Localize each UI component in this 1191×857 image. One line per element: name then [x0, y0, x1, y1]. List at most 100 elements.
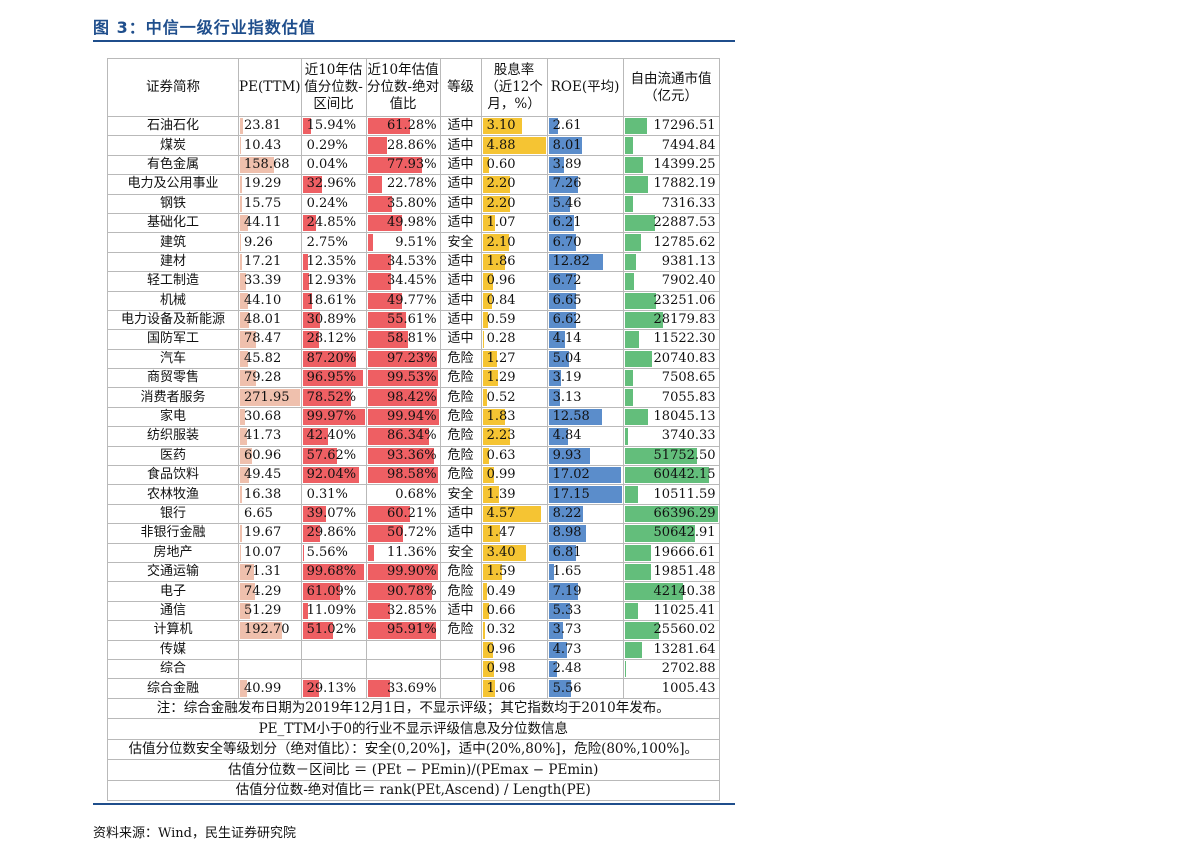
- abs-pct-cell: 49.98%: [365, 212, 441, 234]
- level-cell: 安全: [439, 484, 482, 505]
- roe-cell-bar: [548, 234, 576, 251]
- industry-name: 医药: [107, 445, 239, 467]
- table-row: 建材 17.21 12.35% 34.53% 适中 1.86 12.82 9381.13: [107, 251, 720, 273]
- mcap-cell: 60442.15: [622, 465, 720, 486]
- abs-pct-cell-value: 99.90%: [386, 564, 437, 580]
- range-pct-cell: 0.24%: [300, 193, 367, 214]
- dividend-cell-value: 0.96: [486, 641, 516, 657]
- table-row: 农林牧渔 16.38 0.31% 0.68% 安全 1.39 17.15 10511.59: [107, 484, 720, 505]
- table-row: 医药 60.96 57.62% 93.36% 危险 0.63 9.93 51752.50: [107, 445, 720, 467]
- mcap-cell: 9381.13: [622, 251, 720, 273]
- abs-pct-cell-value: 58.81%: [386, 331, 437, 347]
- pe-cell: 78.47: [238, 329, 302, 350]
- range-pct-cell-bar: [302, 253, 309, 271]
- dividend-cell-bar: [482, 234, 509, 251]
- abs-pct-cell-bar: [367, 118, 411, 135]
- table-row: 汽车 45.82 87.20% 97.23% 危险 1.27 5.04 20740.83: [107, 348, 720, 370]
- header-dividend: 股息率（近12个月，%）: [480, 58, 548, 117]
- header-pe: PE(TTM): [238, 58, 302, 117]
- dividend-cell-value: 2.23: [486, 428, 516, 444]
- range-pct-cell-value: 15.94%: [306, 118, 357, 134]
- dividend-cell: 0.28: [480, 329, 548, 350]
- roe-cell-value: 9.93: [552, 447, 582, 463]
- abs-pct-cell-value: 60.21%: [386, 506, 437, 521]
- abs-pct-cell: 32.85%: [365, 600, 441, 622]
- pe-cell-bar: [240, 253, 242, 271]
- mcap-cell: 3740.33: [622, 426, 720, 447]
- mcap-cell-value: 18045.13: [653, 409, 716, 425]
- pe-cell: [238, 639, 302, 660]
- abs-pct-cell: 90.78%: [365, 581, 441, 602]
- pe-cell-bar: [240, 176, 243, 193]
- roe-cell-bar: [548, 428, 568, 445]
- roe-cell: 6.81: [546, 542, 624, 563]
- mcap-cell-bar: [624, 253, 636, 271]
- roe-cell-value: 5.33: [552, 602, 582, 618]
- table-row: 石油石化 23.81 15.94% 61.28% 适中 3.10 2.61 17296.51: [107, 115, 720, 137]
- roe-cell: 7.19: [546, 581, 624, 602]
- abs-pct-cell: 99.53%: [365, 368, 441, 389]
- abs-pct-cell-bar: [367, 350, 437, 368]
- mcap-cell-bar: [624, 273, 634, 290]
- abs-pct-cell: 58.81%: [365, 329, 441, 350]
- mcap-cell: 19666.61: [622, 542, 720, 563]
- level-cell: 适中: [439, 290, 482, 311]
- header-mcap: 自由流通市值（亿元）: [622, 58, 720, 117]
- dividend-cell-bar: [482, 331, 485, 348]
- abs-pct-cell: 99.94%: [365, 406, 441, 428]
- pe-cell-bar: [240, 195, 242, 212]
- pe-cell: 192.70: [238, 620, 302, 641]
- abs-pct-cell-bar: [367, 253, 391, 271]
- roe-cell-value: 2.61: [552, 118, 582, 134]
- mcap-cell: 14399.25: [622, 154, 720, 176]
- abs-pct-cell: 98.42%: [365, 387, 441, 408]
- abs-pct-cell-bar: [367, 234, 373, 251]
- range-pct-cell: 12.35%: [300, 251, 367, 273]
- mcap-cell-value: 42140.38: [653, 583, 716, 599]
- abs-pct-cell: 35.80%: [365, 193, 441, 214]
- dividend-cell-value: 0.96: [486, 273, 516, 289]
- dividend-cell: 4.57: [480, 503, 548, 525]
- dividend-cell-value: 1.83: [486, 409, 516, 425]
- pe-cell-bar: [240, 214, 248, 232]
- dividend-cell-value: 0.60: [486, 156, 516, 172]
- industry-name: 交通运输: [107, 561, 239, 583]
- roe-cell-value: 1.65: [552, 564, 582, 580]
- mcap-cell: 2702.88: [622, 658, 720, 680]
- pe-cell-value: 192.70: [244, 622, 290, 638]
- mcap-cell: 22887.53: [622, 212, 720, 234]
- dividend-cell-bar: [482, 118, 522, 135]
- dividend-cell-bar: [482, 428, 511, 445]
- range-pct-cell-bar: [302, 505, 326, 523]
- pe-cell: [238, 658, 302, 680]
- level-cell: 危险: [439, 348, 482, 370]
- abs-pct-cell-value: 35.80%: [386, 195, 437, 211]
- range-pct-cell-value: 30.89%: [306, 312, 357, 328]
- table-row: 房地产 10.07 5.56% 11.36% 安全 3.40 6.81 19666.61: [107, 542, 720, 563]
- roe-cell: 8.98: [546, 523, 624, 544]
- level-cell: 适中: [439, 154, 482, 176]
- roe-cell-bar: [548, 622, 563, 639]
- roe-cell: 17.15: [546, 484, 624, 505]
- mcap-cell: 50642.91: [622, 523, 720, 544]
- mcap-cell-value: 1005.43: [661, 680, 716, 696]
- dividend-cell: 0.84: [480, 290, 548, 311]
- industry-name: 电力及公用事业: [107, 174, 239, 195]
- range-pct-cell-bar: [302, 622, 334, 639]
- range-pct-cell: 18.61%: [300, 290, 367, 311]
- pe-cell-value: 49.45: [244, 467, 282, 483]
- dividend-cell-bar: [482, 583, 488, 600]
- range-pct-cell-value: 29.13%: [306, 680, 357, 696]
- abs-pct-cell-value: 95.91%: [386, 622, 437, 638]
- mcap-cell-bar: [624, 408, 649, 426]
- range-pct-cell: 28.12%: [300, 329, 367, 350]
- mcap-cell-bar: [624, 486, 638, 503]
- pe-cell-bar: [240, 486, 242, 503]
- mcap-cell-bar: [624, 525, 696, 542]
- roe-cell-value: 7.19: [552, 583, 582, 599]
- range-pct-cell-value: 57.62%: [306, 447, 357, 463]
- pe-cell-bar: [240, 350, 249, 368]
- table-row: 纺织服装 41.73 42.40% 86.34% 危险 2.23 4.84 3740.33: [107, 426, 720, 447]
- level-cell: 危险: [439, 465, 482, 486]
- pe-cell: 30.68: [238, 406, 302, 428]
